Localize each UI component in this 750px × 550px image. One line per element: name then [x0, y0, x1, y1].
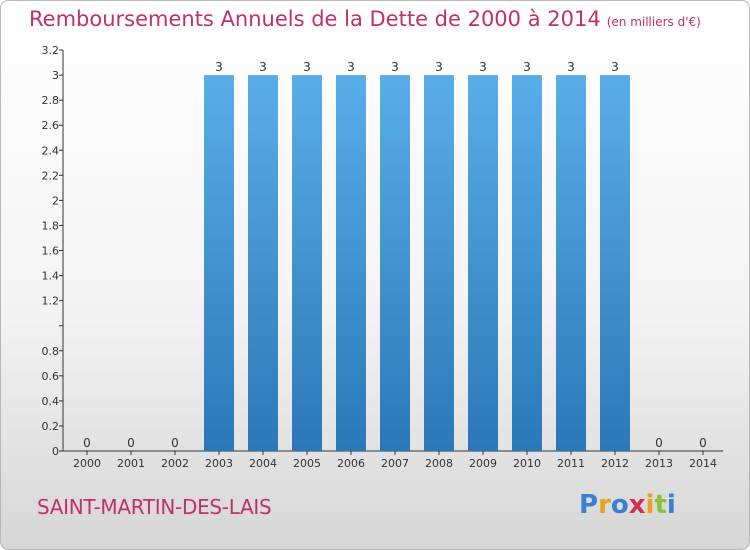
x-tick-label: 2002 [161, 457, 189, 470]
data-label: 0 [699, 436, 707, 450]
y-tick-label: 0 [52, 445, 59, 458]
data-label: 3 [523, 60, 531, 74]
y-tick-label: 1.8 [42, 219, 60, 232]
data-label: 3 [391, 60, 399, 74]
x-tick-label: 2008 [425, 457, 453, 470]
chart-title-text: Remboursements Annuels de la Dette de 20… [29, 7, 601, 31]
data-label: 3 [347, 60, 355, 74]
x-tick-label: 2005 [293, 457, 321, 470]
data-label: 3 [479, 60, 487, 74]
bar[interactable] [556, 75, 586, 451]
bar[interactable] [512, 75, 542, 451]
x-tick-label: 2010 [513, 457, 541, 470]
bar[interactable] [380, 75, 410, 451]
bar[interactable] [468, 75, 498, 451]
y-tick-label: 2 [52, 194, 59, 207]
data-label: 0 [655, 436, 663, 450]
y-tick-label: 2.6 [42, 119, 60, 132]
y-tick-label: 1.6 [42, 245, 60, 258]
x-tick-label: 2003 [205, 457, 233, 470]
logo-letter: i [645, 490, 655, 520]
y-axis: 0 0.2 0.4 0.6 0.8 1.2 1.4 1.6 1.8 2 2.2 2.4 2.6 2.8 3 3… [42, 44, 64, 458]
logo-letter: t [654, 490, 667, 520]
chart-unit-label: (en milliers d'€) [606, 15, 701, 29]
y-tick-label: 0.8 [42, 345, 60, 358]
data-label: 3 [435, 60, 443, 74]
y-tick-label: 1.4 [42, 270, 60, 283]
y-tick-label: 2.8 [42, 94, 60, 107]
x-tick-label: 2006 [337, 457, 365, 470]
y-tick-label: 0.2 [42, 420, 60, 433]
logo-letter: i [666, 490, 676, 520]
data-label: 0 [127, 436, 135, 450]
data-label: 3 [215, 60, 223, 74]
bar[interactable] [248, 75, 278, 451]
x-tick-label: 2000 [73, 457, 101, 470]
x-tick-label: 2011 [557, 457, 585, 470]
data-label: 3 [303, 60, 311, 74]
x-tick-label: 2007 [381, 457, 409, 470]
bar[interactable] [424, 75, 454, 451]
data-label: 0 [171, 436, 179, 450]
y-tick-label: 2.4 [42, 144, 60, 157]
x-tick-label: 2012 [601, 457, 629, 470]
y-tick-label: 3 [52, 69, 59, 82]
x-tick-label: 2001 [117, 457, 145, 470]
x-tick-label: 2014 [689, 457, 717, 470]
chart-title: Remboursements Annuels de la Dette de 20… [29, 7, 701, 31]
logo-letter: r [598, 490, 611, 520]
y-tick-label: 1.2 [42, 295, 60, 308]
proxiti-logo[interactable]: Proxiti [579, 490, 676, 520]
bar[interactable] [204, 75, 234, 451]
y-tick-label: 2.2 [42, 169, 60, 182]
y-tick-label: 0.6 [42, 370, 60, 383]
x-tick-label: 2004 [249, 457, 277, 470]
data-label: 3 [611, 60, 619, 74]
logo-letter: o [610, 490, 629, 520]
bars [204, 75, 630, 451]
x-tick-label: 2009 [469, 457, 497, 470]
bar[interactable] [292, 75, 322, 451]
data-label: 0 [83, 436, 91, 450]
y-tick-label: 3.2 [42, 44, 60, 57]
data-label: 3 [259, 60, 267, 74]
x-axis: 2000 2001 2002 2003 2004 2005 2006 2007 2008 2009… [63, 450, 723, 470]
bar[interactable] [600, 75, 630, 451]
x-tick-label: 2013 [645, 457, 673, 470]
logo-letter: x [628, 490, 646, 520]
y-tick-label: 0.4 [42, 395, 60, 408]
bar[interactable] [336, 75, 366, 451]
data-labels: 0 0 0 3 3 3 3 3 3 3 3 3 3 0 0 [83, 60, 707, 450]
commune-name: SAINT-MARTIN-DES-LAIS [37, 495, 272, 519]
logo-letter: P [579, 490, 599, 520]
data-label: 3 [567, 60, 575, 74]
